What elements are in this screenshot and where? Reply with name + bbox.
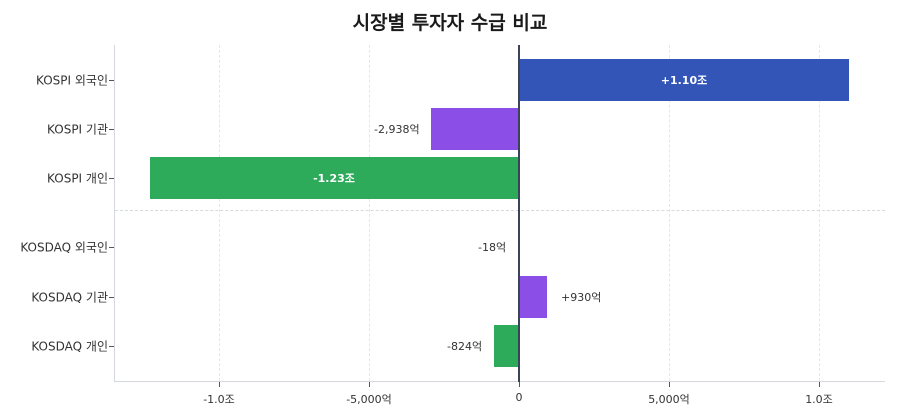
y-tick <box>109 297 114 298</box>
grid-line <box>369 45 370 381</box>
y-tick-label: KOSPI 기관 <box>47 122 108 137</box>
y-tick <box>109 129 114 130</box>
bar-kosdaq-individual <box>494 325 519 367</box>
bar-value-label: -1.23조 <box>313 172 355 185</box>
x-axis-line <box>114 381 885 382</box>
bar-value-label: +1.10조 <box>660 74 708 87</box>
x-tick <box>819 382 820 387</box>
x-tick-label: -1.0조 <box>203 393 235 406</box>
y-tick-label: KOSPI 외국인 <box>36 73 108 88</box>
bar-kospi-institution <box>431 108 519 150</box>
bar-kosdaq-institution <box>519 276 547 318</box>
bar-kospi-individual <box>150 157 519 199</box>
x-tick-label: 1.0조 <box>805 393 833 406</box>
bar-value-label: -824억 <box>447 340 483 353</box>
chart-title: 시장별 투자자 수급 비교 <box>352 12 548 34</box>
y-tick <box>109 178 114 179</box>
bar-value-label: +930억 <box>561 291 602 304</box>
x-tick-label: 5,000억 <box>648 393 690 406</box>
y-tick-label: KOSDAQ 기관 <box>31 290 108 305</box>
y-tick-label: KOSDAQ 개인 <box>31 339 108 354</box>
x-tick <box>369 382 370 387</box>
y-tick <box>109 80 114 81</box>
zero-line <box>518 45 520 382</box>
group-separator <box>115 210 885 211</box>
x-tick <box>219 382 220 387</box>
bar-value-label: -2,938억 <box>374 123 420 136</box>
bar-value-label: -18억 <box>478 241 507 254</box>
y-axis-line <box>114 45 115 382</box>
y-tick-label: KOSDAQ 외국인 <box>20 240 108 255</box>
x-tick <box>669 382 670 387</box>
bar-kospi-foreign <box>519 59 849 101</box>
grid-line <box>669 45 670 381</box>
grid-line <box>219 45 220 381</box>
y-tick <box>109 247 114 248</box>
y-tick-label: KOSPI 개인 <box>47 171 108 186</box>
x-tick-label: -5,000억 <box>346 393 392 406</box>
x-tick-label: 0 <box>515 391 523 404</box>
x-tick <box>519 382 520 387</box>
y-tick <box>109 346 114 347</box>
grid-line <box>819 45 820 381</box>
